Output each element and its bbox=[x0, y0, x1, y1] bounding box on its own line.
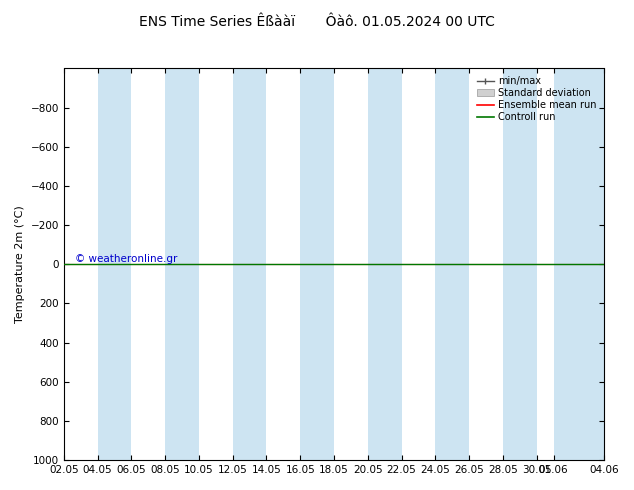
Text: ENS Time Series Êßààï       Ôàô. 01.05.2024 00 UTC: ENS Time Series Êßààï Ôàô. 01.05.2024 00… bbox=[139, 15, 495, 29]
Text: © weatheronline.gr: © weatheronline.gr bbox=[75, 254, 177, 264]
Bar bbox=[436, 69, 469, 460]
Bar bbox=[503, 69, 536, 460]
Bar bbox=[553, 69, 604, 460]
Bar bbox=[233, 69, 266, 460]
Legend: min/max, Standard deviation, Ensemble mean run, Controll run: min/max, Standard deviation, Ensemble me… bbox=[474, 74, 599, 125]
Bar bbox=[98, 69, 131, 460]
Bar bbox=[165, 69, 199, 460]
Y-axis label: Temperature 2m (°C): Temperature 2m (°C) bbox=[15, 205, 25, 323]
Bar bbox=[301, 69, 334, 460]
Bar bbox=[368, 69, 401, 460]
